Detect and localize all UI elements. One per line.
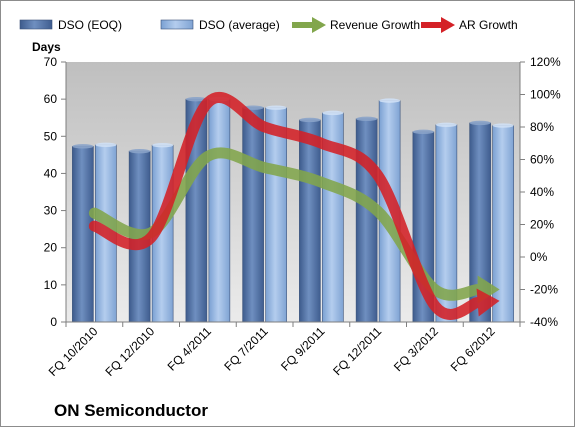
bar	[355, 118, 378, 323]
y-tick-label: 0	[50, 315, 57, 329]
data-point	[263, 125, 267, 129]
line-path	[88, 92, 484, 320]
legend-label: Revenue Growth	[330, 18, 420, 32]
data-point	[149, 236, 153, 239]
y-tick-label: 60	[44, 92, 58, 106]
bar-top	[322, 110, 344, 116]
bar-top	[95, 142, 117, 148]
y-tick-label: 30	[44, 204, 58, 218]
y2-tick-label: 0%	[530, 250, 548, 264]
bar-top	[412, 129, 434, 135]
bar-top	[492, 123, 514, 128]
legend-label: DSO (EOQ)	[58, 18, 122, 32]
lines	[88, 92, 500, 320]
legend-swatch	[160, 19, 194, 30]
bar	[492, 125, 514, 323]
bar-top	[299, 117, 321, 123]
y-tick-label: 50	[44, 129, 58, 143]
bar	[299, 119, 321, 323]
data-point	[92, 211, 96, 215]
y2-tick-label: 80%	[530, 120, 554, 134]
y-axis-title: Days	[32, 40, 61, 54]
data-point	[433, 288, 437, 291]
bar	[242, 107, 264, 323]
bar-top	[265, 105, 287, 110]
bar	[208, 98, 231, 323]
chart-title: ON Semiconductor	[54, 401, 208, 420]
data-point	[319, 141, 323, 145]
data-point	[376, 174, 380, 178]
bar	[72, 146, 94, 323]
y2-tick-label: 60%	[530, 153, 554, 167]
y-tick-label: 10	[44, 278, 58, 292]
bar-top	[185, 96, 207, 102]
y2-tick-label: 20%	[530, 218, 554, 232]
y2-tick-label: 40%	[530, 185, 554, 199]
y2-tick-label: -40%	[530, 315, 558, 329]
data-point	[206, 101, 210, 105]
data-point	[319, 180, 323, 184]
legend-arrow	[441, 17, 455, 33]
bar-top	[72, 144, 94, 149]
bar-top	[435, 122, 457, 127]
legend-swatch	[19, 19, 53, 30]
y2-tick-label: -20%	[530, 283, 558, 297]
arrow-head	[476, 288, 500, 317]
bar	[265, 107, 287, 323]
y2-tick-label: 120%	[530, 55, 561, 69]
legend-label: DSO (average)	[199, 18, 280, 32]
y-tick-label: 20	[44, 241, 58, 255]
series-line	[88, 92, 500, 320]
y2-tick-label: 100%	[530, 88, 561, 102]
data-point	[376, 210, 380, 213]
y-tick-label: 70	[44, 55, 58, 69]
legend-arrow	[312, 17, 326, 33]
y-tick-label: 40	[44, 166, 58, 180]
legend-label: AR Growth	[459, 18, 518, 32]
data-point	[433, 304, 437, 308]
bar-top	[129, 148, 151, 154]
bar-top	[469, 120, 491, 126]
bar-top	[379, 98, 401, 103]
data-point	[263, 166, 267, 170]
legend: DSO (EOQ) DSO (average) Revenue Growth AR G…	[19, 17, 518, 33]
data-point	[476, 301, 480, 304]
bar-top	[356, 116, 378, 122]
data-point	[206, 154, 210, 158]
data-point	[92, 224, 96, 228]
bar-top	[152, 143, 174, 148]
